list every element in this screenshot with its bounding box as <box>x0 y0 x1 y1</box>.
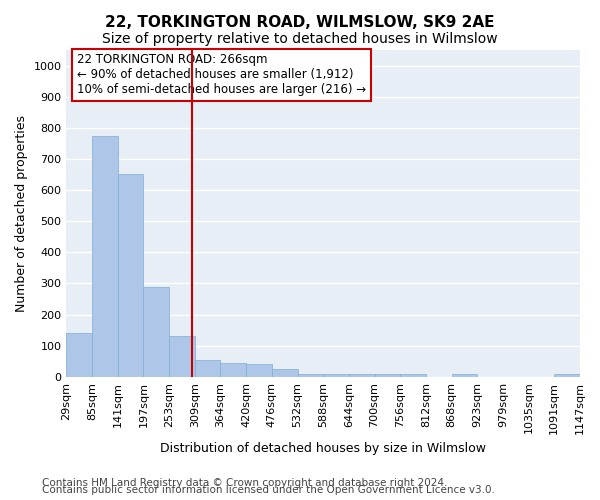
Bar <box>298 374 323 377</box>
Bar <box>554 374 580 377</box>
Bar <box>92 136 118 377</box>
Bar <box>143 286 169 377</box>
Bar <box>400 374 426 377</box>
Text: Contains public sector information licensed under the Open Government Licence v3: Contains public sector information licen… <box>42 485 495 495</box>
Bar <box>220 363 246 377</box>
Bar <box>118 174 143 377</box>
Bar <box>452 374 477 377</box>
Text: 22, TORKINGTON ROAD, WILMSLOW, SK9 2AE: 22, TORKINGTON ROAD, WILMSLOW, SK9 2AE <box>105 15 495 30</box>
Bar <box>323 374 349 377</box>
Text: Size of property relative to detached houses in Wilmslow: Size of property relative to detached ho… <box>102 32 498 46</box>
Bar <box>67 333 92 377</box>
Text: 22 TORKINGTON ROAD: 266sqm
← 90% of detached houses are smaller (1,912)
10% of s: 22 TORKINGTON ROAD: 266sqm ← 90% of deta… <box>77 54 366 96</box>
X-axis label: Distribution of detached houses by size in Wilmslow: Distribution of detached houses by size … <box>160 442 486 455</box>
Bar <box>169 336 195 377</box>
Bar <box>195 360 220 377</box>
Bar <box>246 364 272 377</box>
Text: Contains HM Land Registry data © Crown copyright and database right 2024.: Contains HM Land Registry data © Crown c… <box>42 478 448 488</box>
Bar <box>272 369 298 377</box>
Bar <box>349 374 374 377</box>
Bar <box>374 374 400 377</box>
Y-axis label: Number of detached properties: Number of detached properties <box>15 115 28 312</box>
